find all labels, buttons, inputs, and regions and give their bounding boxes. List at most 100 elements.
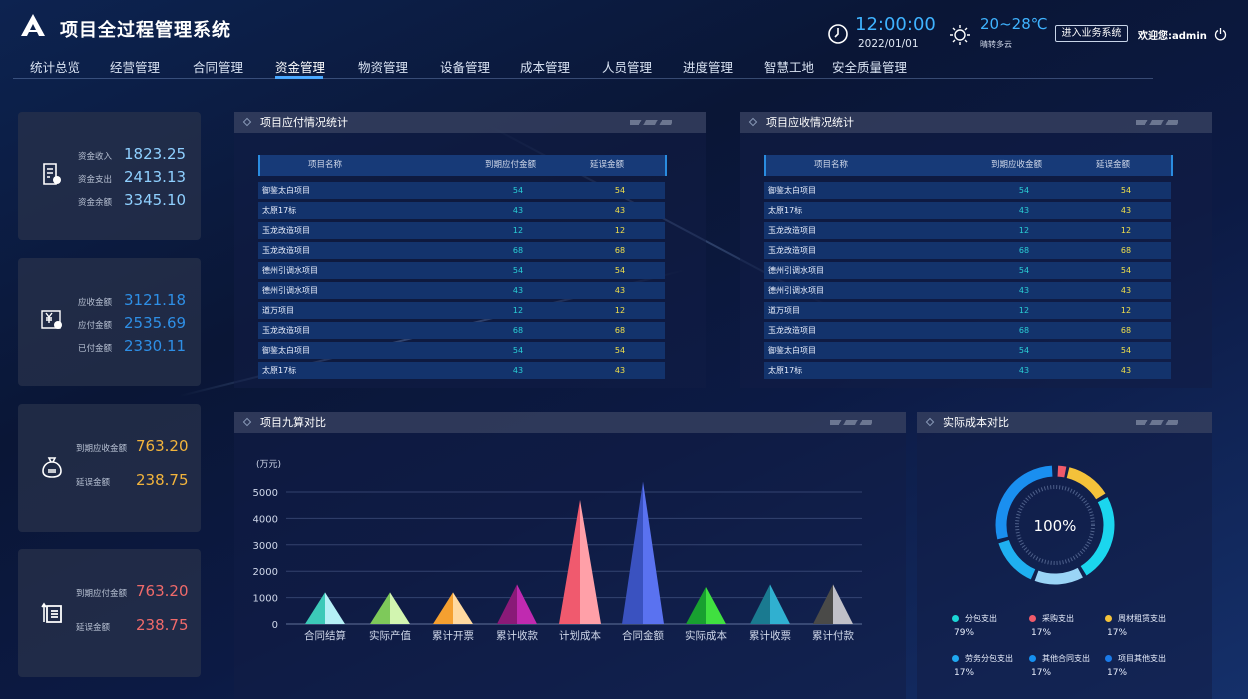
table-row[interactable]: 玉龙改造项目 68 68	[258, 242, 665, 259]
delayed-amount: 12	[1120, 226, 1132, 235]
nav-tab[interactable]: 安全质量管理	[832, 60, 908, 75]
table-row[interactable]: 玉龙改造项目 68 68	[764, 242, 1171, 259]
table-row[interactable]: 德州引调水项目 54 54	[258, 262, 665, 279]
nav-tab[interactable]: 进度管理	[683, 60, 734, 75]
y-tick-label: 5000	[253, 488, 278, 499]
table-row[interactable]: 御鉴太白项目 54 54	[258, 342, 665, 359]
donut-segment	[1057, 465, 1067, 478]
bar-pyramid-left	[433, 592, 453, 624]
legend-value: 17%	[1107, 668, 1128, 678]
y-tick-label: 2000	[253, 567, 278, 578]
bar-pyramid-left	[813, 584, 833, 624]
legend-dot	[952, 615, 959, 622]
nav-tab[interactable]: 统计总览	[30, 60, 81, 75]
actual-cost-panel: 实际成本对比 100% 分包支出 79% 采购支出 17% 周材租赁支出 17% 劳务分包支…	[917, 412, 1212, 699]
bar-pyramid-right	[517, 584, 537, 624]
card-value: 2413.13	[124, 168, 187, 186]
legend-label: 周材租赁支出	[1118, 614, 1166, 623]
nav-tab[interactable]: 成本管理	[520, 60, 571, 75]
enter-business-system-button[interactable]: 进入业务系统	[1055, 25, 1128, 42]
table-row[interactable]: 御鉴太白项目 54 54	[258, 182, 665, 199]
x-tick-label: 累计收款	[496, 629, 538, 642]
project-name: 御鉴太白项目	[768, 346, 816, 355]
table-row[interactable]: 太原17标 43 43	[258, 362, 665, 379]
legend-value: 17%	[954, 668, 975, 678]
project-name: 太原17标	[262, 366, 297, 375]
card-label: 已付金额	[78, 344, 113, 354]
card-label: 资金余额	[78, 198, 113, 208]
table-row[interactable]: 玉龙改造项目 68 68	[764, 322, 1171, 339]
legend-item: 项目其他支出 17%	[1105, 653, 1166, 678]
table-row[interactable]: 德州引调水项目 54 54	[764, 262, 1171, 279]
delayed-amount: 54	[614, 346, 626, 355]
stripes-decoration	[1136, 120, 1178, 125]
nav-tab[interactable]: 资金管理	[275, 60, 326, 75]
card-label: 延误金额	[76, 623, 111, 633]
project-name: 玉龙改造项目	[262, 246, 310, 255]
nav-tab[interactable]: 设备管理	[440, 60, 491, 75]
nav-tab[interactable]: 物资管理	[358, 60, 409, 75]
card-value: 2330.11	[124, 337, 187, 355]
table-row[interactable]: 玉龙改造项目 68 68	[258, 322, 665, 339]
legend-label: 劳务分包支出	[965, 654, 1013, 663]
table-row[interactable]: 道万项目 12 12	[258, 302, 665, 319]
legend-label: 分包支出	[965, 614, 997, 623]
table-row[interactable]: 太原17标 43 43	[764, 202, 1171, 219]
card-label: 延误金额	[76, 478, 111, 488]
card-label: 到期应收金额	[76, 444, 128, 454]
due-amount: 54	[512, 266, 524, 275]
table-row[interactable]: 御鉴太白项目 54 54	[764, 182, 1171, 199]
nav-tab[interactable]: 经营管理	[110, 60, 161, 75]
nav-tab[interactable]: 人员管理	[602, 60, 653, 75]
legend-item: 分包支出 79%	[952, 613, 997, 638]
card-label: 到期应付金额	[76, 589, 128, 599]
nav-active-indicator	[275, 76, 323, 79]
column-header: 延误金额	[590, 160, 625, 170]
yuan-gear-icon	[41, 310, 62, 329]
donut-segment	[998, 539, 1036, 580]
nav-tab[interactable]: 合同管理	[193, 60, 244, 75]
bar-pyramid-left	[497, 584, 517, 624]
project-name: 道万项目	[262, 306, 294, 315]
table-header: 项目名称 到期应付金额 延误金额	[258, 155, 667, 176]
bar-pyramid-right	[643, 481, 664, 624]
due-amount: 68	[1018, 246, 1030, 255]
table-row[interactable]: 玉龙改造项目 12 12	[764, 222, 1171, 239]
list-upload-icon	[41, 602, 62, 623]
delayed-amount: 43	[614, 366, 626, 375]
due-amount: 43	[512, 206, 524, 215]
power-icon[interactable]	[1214, 27, 1227, 41]
due-amount: 68	[512, 326, 524, 335]
delayed-amount: 12	[1120, 306, 1132, 315]
table-row[interactable]: 道万项目 12 12	[764, 302, 1171, 319]
card-value: 238.75	[136, 471, 189, 489]
project-name: 玉龙改造项目	[262, 226, 310, 235]
donut-segment	[1080, 497, 1115, 576]
due-amount: 54	[1018, 346, 1030, 355]
due-amount: 54	[1018, 186, 1030, 195]
project-name: 德州引调水项目	[262, 266, 318, 275]
sun-icon	[950, 25, 970, 45]
nav-tab[interactable]: 智慧工地	[764, 60, 815, 75]
logo-icon	[21, 14, 45, 36]
due-amount: 43	[1018, 206, 1030, 215]
panel-title: 项目应收情况统计	[766, 116, 854, 129]
table-row[interactable]: 太原17标 43 43	[258, 202, 665, 219]
delayed-amount: 68	[614, 326, 626, 335]
table-row[interactable]: 太原17标 43 43	[764, 362, 1171, 379]
summary-card: 资金收入 1823.25 资金支出 2413.13 资金余额 3345.10	[18, 112, 201, 240]
temperature: 20~28℃	[980, 15, 1048, 33]
x-tick-label: 计划成本	[559, 629, 601, 642]
table-row[interactable]: 德州引调水项目 43 43	[258, 282, 665, 299]
delayed-amount: 43	[614, 206, 626, 215]
table-row[interactable]: 御鉴太白项目 54 54	[764, 342, 1171, 359]
weather-text: 晴转多云	[980, 40, 1012, 49]
legend-value: 17%	[1107, 628, 1128, 638]
table-row[interactable]: 玉龙改造项目 12 12	[258, 222, 665, 239]
card-value: 238.75	[136, 616, 189, 634]
card-value: 3121.18	[124, 291, 187, 309]
nine-budget-panel: 项目九算对比 (万元) 0 1000 2000 3000 4000 5000 合同结算 实际产值…	[234, 412, 906, 699]
legend-dot	[1105, 615, 1112, 622]
table-row[interactable]: 德州引调水项目 43 43	[764, 282, 1171, 299]
time-display: 12:00:00	[855, 14, 936, 35]
